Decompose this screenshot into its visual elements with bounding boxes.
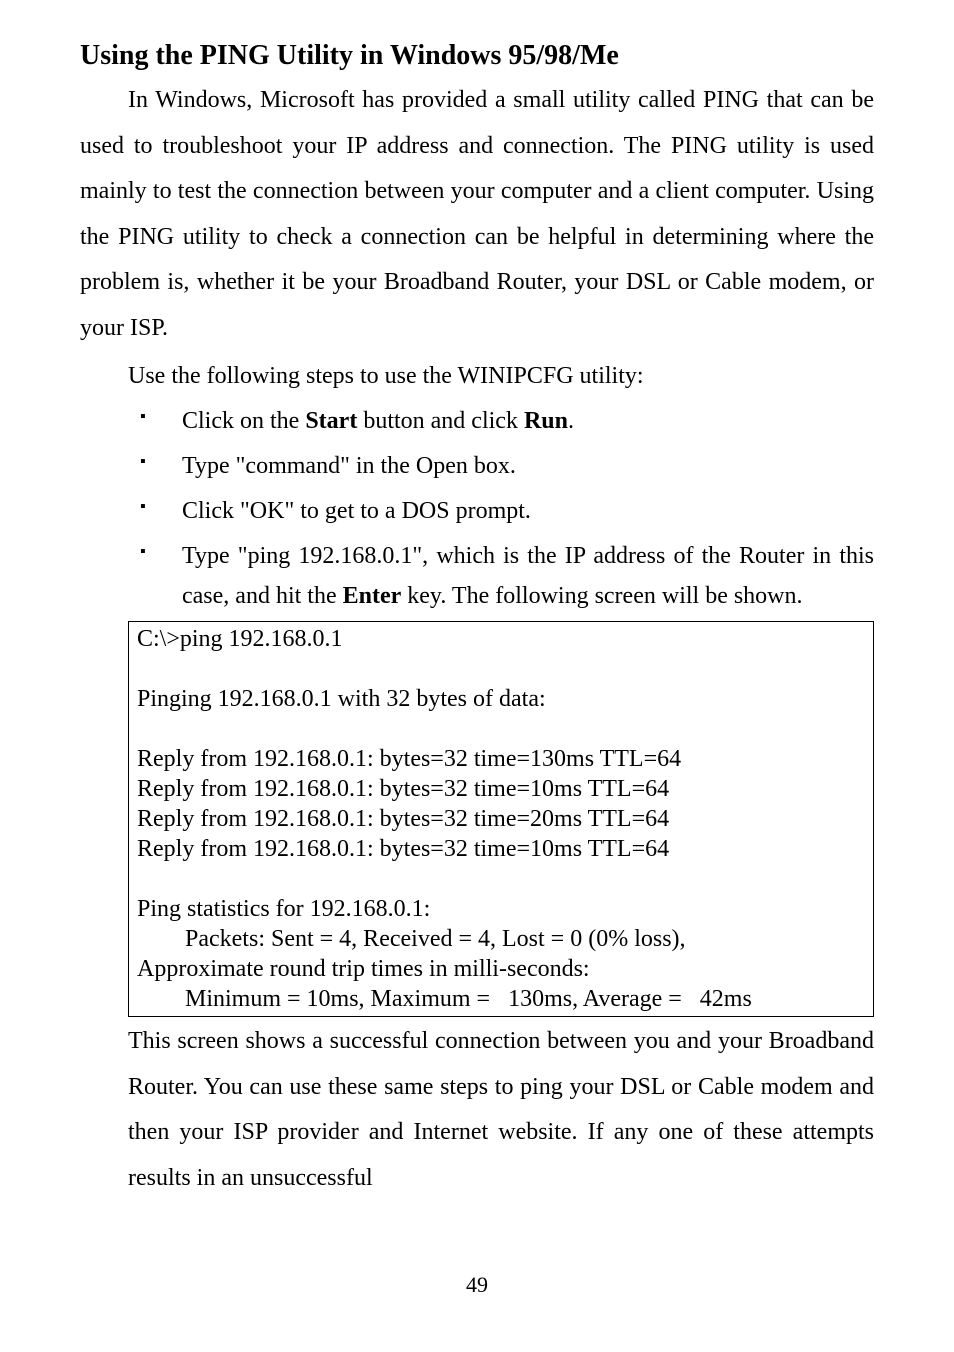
bold-text: Run — [524, 408, 568, 434]
steps-list: Click on the Start button and click Run.… — [140, 401, 874, 617]
code-line: Packets: Sent = 4, Received = 4, Lost = … — [137, 924, 865, 954]
code-line: Pinging 192.168.0.1 with 32 bytes of dat… — [137, 684, 865, 714]
code-line: Reply from 192.168.0.1: bytes=32 time=10… — [137, 834, 865, 864]
section-heading: Using the PING Utility in Windows 95/98/… — [80, 40, 874, 72]
closing-paragraph: This screen shows a successful connectio… — [128, 1019, 874, 1201]
list-text: . — [568, 408, 574, 434]
code-output-box: C:\>ping 192.168.0.1 Pinging 192.168.0.1… — [128, 621, 874, 1017]
list-text: key. The following screen will be shown. — [401, 583, 802, 609]
list-item: Type "ping 192.168.0.1", which is the IP… — [140, 536, 874, 618]
page-number: 49 — [80, 1272, 874, 1298]
code-line: Reply from 192.168.0.1: bytes=32 time=20… — [137, 804, 865, 834]
code-blank — [137, 714, 865, 744]
code-line: Reply from 192.168.0.1: bytes=32 time=10… — [137, 774, 865, 804]
code-line: Approximate round trip times in milli-se… — [137, 954, 865, 984]
lead-in-paragraph: Use the following steps to use the WINIP… — [80, 354, 874, 400]
bold-text: Start — [305, 408, 357, 434]
code-line: Reply from 192.168.0.1: bytes=32 time=13… — [137, 744, 865, 774]
intro-paragraph: In Windows, Microsoft has provided a sma… — [80, 78, 874, 352]
code-blank — [137, 654, 865, 684]
list-item: Type "command" in the Open box. — [140, 446, 874, 487]
list-text: button and click — [357, 408, 524, 434]
code-line: C:\>ping 192.168.0.1 — [137, 624, 865, 654]
code-blank — [137, 864, 865, 894]
list-item: Click "OK" to get to a DOS prompt. — [140, 491, 874, 532]
list-text: Click on the — [182, 408, 305, 434]
list-item: Click on the Start button and click Run. — [140, 401, 874, 442]
bold-text: Enter — [343, 583, 402, 609]
code-line: Ping statistics for 192.168.0.1: — [137, 894, 865, 924]
code-line: Minimum = 10ms, Maximum = 130ms, Average… — [137, 984, 865, 1014]
